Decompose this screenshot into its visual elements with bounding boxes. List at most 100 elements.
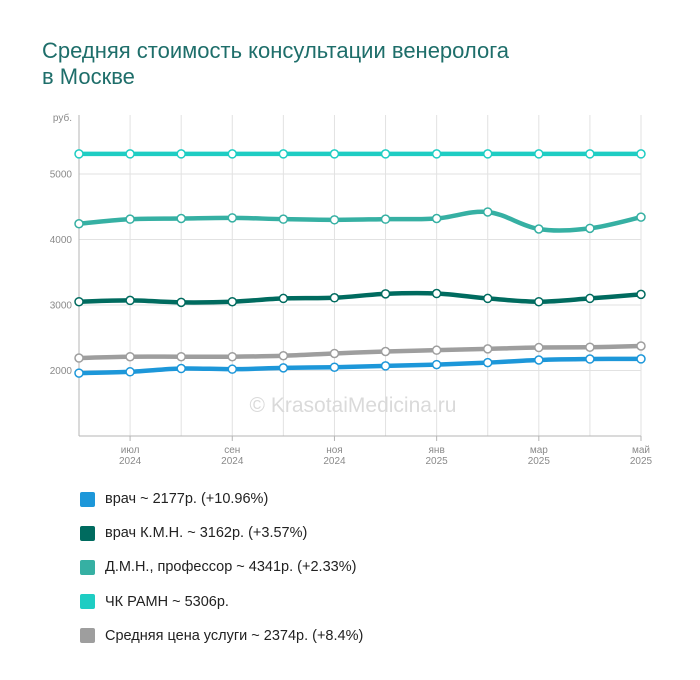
data-point-dmn[interactable]	[74, 218, 84, 229]
data-point-doctor[interactable]	[585, 354, 595, 364]
data-point-kmn[interactable]	[125, 295, 135, 306]
data-point-dmn[interactable]	[534, 224, 544, 234]
data-point-dmn[interactable]	[482, 207, 493, 217]
data-point-chk[interactable]	[74, 149, 84, 159]
x-tick-label-year: 2024	[119, 456, 142, 467]
legend-label: Средняя цена услуги ~ 2374р. (+8.4%)	[105, 627, 364, 644]
data-point-chk[interactable]	[176, 149, 186, 159]
data-point-kmn[interactable]	[74, 296, 84, 307]
data-point-chk[interactable]	[534, 149, 544, 159]
series-line-avg	[76, 343, 644, 361]
data-point-avg[interactable]	[329, 348, 340, 359]
data-point-avg[interactable]	[278, 351, 289, 361]
x-tick-labels: июл2024сен2024ноя2024янв2025мар2025май20…	[119, 436, 653, 467]
data-point-chk[interactable]	[380, 149, 391, 159]
series-lines	[76, 151, 644, 376]
watermark: © KrasotaiMedicina.ru	[250, 394, 457, 417]
y-tick-label: 3000	[50, 300, 73, 311]
data-point-chk[interactable]	[278, 149, 289, 159]
legend: врач ~ 2177р. (+10.96%) врач К.М.Н. ~ 316…	[80, 482, 640, 653]
data-point-avg[interactable]	[585, 342, 595, 352]
data-point-doctor[interactable]	[431, 359, 442, 370]
chart-title-line-2: в Москве	[42, 64, 135, 89]
x-tick-label-month: сен	[224, 445, 240, 456]
data-point-dmn[interactable]	[278, 214, 289, 224]
data-point-avg[interactable]	[125, 351, 135, 362]
data-point-kmn[interactable]	[278, 293, 289, 304]
legend-swatch	[80, 628, 95, 644]
data-point-doctor[interactable]	[125, 367, 135, 377]
data-point-chk[interactable]	[227, 149, 238, 159]
data-point-doctor[interactable]	[636, 354, 646, 364]
data-point-chk[interactable]	[585, 149, 595, 159]
axes: руб.	[53, 112, 641, 437]
y-axis-unit-label: руб.	[53, 112, 72, 124]
data-point-kmn[interactable]	[329, 293, 340, 303]
chart-title-line-1: Средняя стоимость консультации венеролог…	[42, 38, 510, 63]
data-point-avg[interactable]	[482, 344, 493, 354]
x-tick-label-month: май	[632, 445, 650, 456]
data-point-dmn[interactable]	[125, 214, 135, 224]
data-point-doctor[interactable]	[534, 355, 544, 365]
data-point-chk[interactable]	[125, 149, 135, 159]
x-tick-label-month: июл	[121, 445, 140, 456]
data-point-kmn[interactable]	[176, 297, 186, 308]
data-point-doctor[interactable]	[227, 364, 238, 374]
legend-label: врач К.М.Н. ~ 3162р. (+3.57%)	[105, 525, 308, 542]
data-point-kmn[interactable]	[227, 296, 238, 307]
legend-label: ЧК РАМН ~ 5306р.	[105, 593, 229, 610]
data-point-kmn[interactable]	[534, 296, 544, 307]
data-point-chk[interactable]	[636, 149, 646, 159]
data-point-doctor[interactable]	[380, 361, 391, 371]
y-tick-label: 4000	[50, 235, 73, 246]
series-points	[74, 149, 646, 378]
legend-item[interactable]: врач ~ 2177р. (+10.96%)	[80, 482, 640, 516]
data-point-kmn[interactable]	[380, 289, 391, 299]
x-tick-label-year: 2024	[221, 456, 244, 467]
legend-swatch	[80, 559, 95, 575]
data-point-kmn[interactable]	[431, 288, 442, 299]
data-point-dmn[interactable]	[380, 214, 391, 224]
chart-title: Средняя стоимость консультации венеролог…	[42, 38, 662, 90]
data-point-dmn[interactable]	[585, 223, 595, 234]
x-tick-label-year: 2025	[528, 456, 551, 467]
data-point-chk[interactable]	[482, 149, 493, 159]
data-point-kmn[interactable]	[585, 293, 595, 304]
legend-label: врач ~ 2177р. (+10.96%)	[105, 491, 269, 508]
x-tick-label-year: 2025	[426, 456, 449, 467]
legend-swatch	[80, 525, 95, 541]
data-point-kmn[interactable]	[636, 289, 646, 300]
data-point-avg[interactable]	[431, 345, 442, 355]
legend-item[interactable]: врач К.М.Н. ~ 3162р. (+3.57%)	[80, 516, 640, 550]
legend-swatch	[80, 491, 95, 507]
data-point-dmn[interactable]	[329, 215, 340, 225]
y-tick-label: 5000	[50, 169, 73, 180]
data-point-avg[interactable]	[176, 351, 186, 362]
data-point-doctor[interactable]	[176, 363, 186, 374]
data-point-dmn[interactable]	[227, 213, 238, 223]
legend-item[interactable]: Д.М.Н., профессор ~ 4341р. (+2.33%)	[80, 550, 640, 584]
data-point-avg[interactable]	[534, 342, 544, 353]
data-point-avg[interactable]	[380, 346, 391, 357]
data-point-doctor[interactable]	[74, 368, 84, 378]
data-point-dmn[interactable]	[431, 213, 442, 224]
data-point-avg[interactable]	[227, 351, 238, 362]
x-tick-label-year: 2025	[630, 456, 653, 467]
data-point-avg[interactable]	[74, 353, 84, 363]
data-point-doctor[interactable]	[329, 362, 340, 372]
series-line-kmn	[76, 290, 644, 305]
data-point-chk[interactable]	[329, 149, 340, 159]
y-tick-label: 2000	[50, 366, 73, 377]
x-tick-label-year: 2024	[323, 456, 346, 467]
data-point-dmn[interactable]	[636, 212, 646, 222]
legend-item[interactable]: ЧК РАМН ~ 5306р.	[80, 585, 640, 619]
data-point-doctor[interactable]	[482, 357, 493, 368]
data-point-chk[interactable]	[431, 149, 442, 159]
data-point-dmn[interactable]	[176, 213, 186, 224]
data-point-kmn[interactable]	[482, 293, 493, 304]
grid	[79, 115, 642, 436]
line-chart: руб. 2000 3000 4000 5000 июл2024сен2024ноя2…	[50, 112, 653, 467]
data-point-avg[interactable]	[636, 341, 646, 351]
data-point-doctor[interactable]	[278, 363, 289, 373]
legend-item[interactable]: Средняя цена услуги ~ 2374р. (+8.4%)	[80, 619, 640, 653]
